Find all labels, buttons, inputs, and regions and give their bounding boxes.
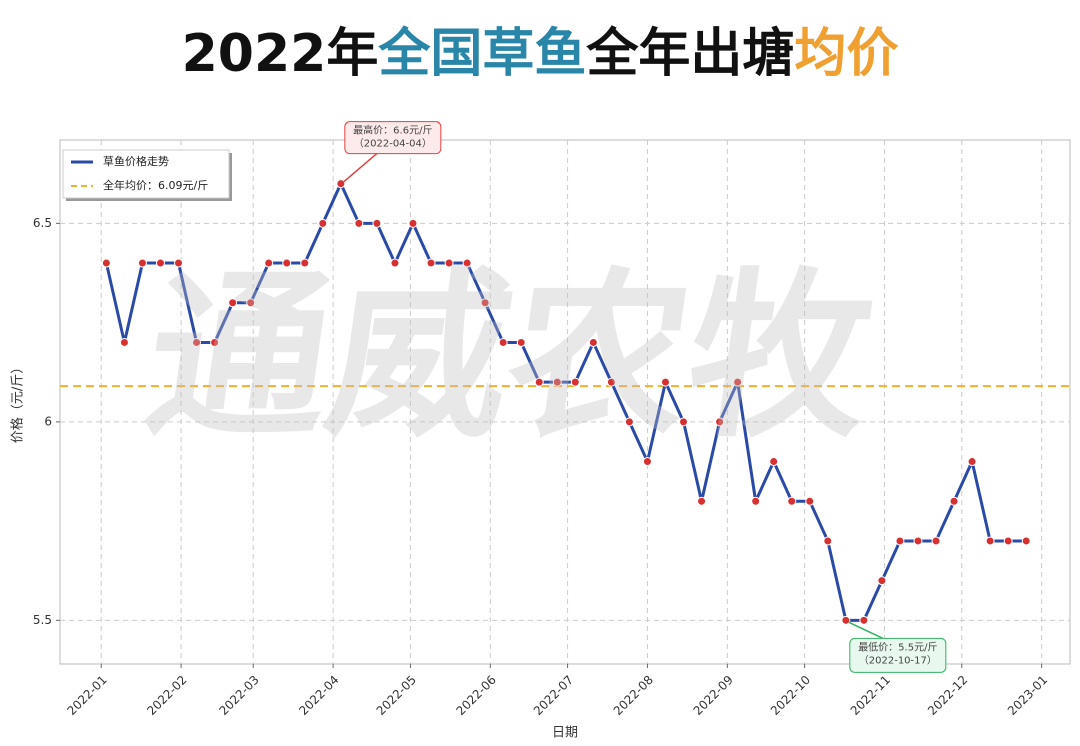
point [372,218,382,228]
x-tick-label: 2022-04 [296,673,341,718]
y-tick-label: 6 [44,414,52,428]
x-axis-label: 日期 [552,726,578,741]
annotation-arrow [848,621,884,640]
y-tick-label: 5.5 [33,613,52,627]
point [751,496,761,506]
point [931,536,941,546]
chart-title: 2022年全国草鱼全年出塘均价 [182,24,899,84]
point [949,496,959,506]
point [462,258,472,268]
point [1003,536,1013,546]
x-tick-label: 2022-02 [144,673,189,718]
point [787,496,797,506]
point [192,337,202,347]
point [769,457,779,467]
point [534,377,544,387]
point [624,417,634,427]
point [859,615,869,625]
point [282,258,292,268]
point [264,258,274,268]
x-tick-label: 2022-09 [691,673,736,718]
point [174,258,184,268]
x-tick-label: 2022-07 [531,673,576,718]
point [480,298,490,308]
point [967,457,977,467]
annotation-box [849,637,947,673]
point [155,258,165,268]
point [985,536,995,546]
legend-label: 草鱼价格走势 [103,154,169,168]
x-tick-label: 2022-12 [925,673,970,718]
legend-label: 全年均价：6.09元/斤 [103,178,208,192]
point [137,258,147,268]
point [697,496,707,506]
point [823,536,833,546]
x-tick-label: 2022-01 [64,673,109,718]
point [805,496,815,506]
point [552,377,562,387]
annotation-arrow [343,152,379,183]
point [101,258,111,268]
legend-box [62,149,230,199]
point [390,258,400,268]
title-part: 均价 [794,24,898,84]
point [444,258,454,268]
x-tick-label: 2023-01 [1005,673,1050,718]
point [408,218,418,228]
title-part: 全国草鱼 [377,24,586,84]
point [318,218,328,228]
point [426,258,436,268]
x-tick-label: 2022-06 [454,673,499,718]
point [679,417,689,427]
y-tick-label: 6.5 [33,216,52,230]
point [119,337,129,347]
x-tick-label: 2022-03 [216,673,261,718]
point [246,298,256,308]
point [715,417,725,427]
title-part: 全年出塘 [585,24,794,84]
point [733,377,743,387]
point [841,615,851,625]
annotation-box [344,121,442,155]
annotation-text: 最高价：6.6元/斤 [353,124,432,137]
annotation-text: （2022-10-17） [859,654,937,666]
x-tick-label: 2022-05 [374,673,419,718]
annotation-text: （2022-04-04） [354,138,432,150]
plot-area [59,139,1071,665]
title-part: 2022年 [182,24,379,84]
x-tick-label: 2022-11 [848,673,893,718]
point [570,377,580,387]
point [210,337,220,347]
y-axis-label: 价格（元/斤） [10,361,26,443]
x-tick-label: 2022-08 [611,673,656,718]
point [354,218,364,228]
point [498,337,508,347]
point [1021,536,1031,546]
point [228,298,238,308]
point [913,536,923,546]
watermark: 通威农牧 [135,252,886,462]
point [516,337,526,347]
point [642,457,652,467]
point [588,337,598,347]
point [300,258,310,268]
point [660,377,670,387]
point [606,377,616,387]
point [895,536,905,546]
point [336,179,346,189]
point [877,576,887,586]
annotation-text: 最低价：5.5元/斤 [858,640,937,653]
x-tick-label: 2022-10 [768,673,813,718]
line [104,182,1027,622]
